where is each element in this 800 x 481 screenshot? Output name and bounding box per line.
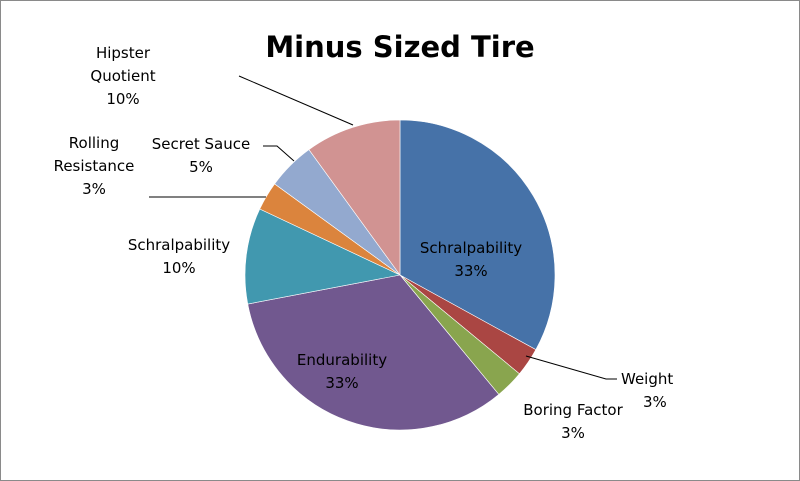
pie-slice [399,119,556,351]
chart-title: Minus Sized Tire [265,30,534,64]
slice-label: Endurability 33% [297,351,387,392]
leader-line [263,145,295,162]
slice-label: Schralpability 33% [420,239,522,280]
slice-label: Weight 3% [621,370,673,411]
pie-slice [244,208,401,305]
slice-label: Secret Sauce 5% [152,135,250,176]
slice-label: Hipster Quotient 10% [90,44,155,108]
pie-slice [308,119,401,276]
leader-line [525,355,617,380]
leader-line [238,75,354,126]
slice-label: Schralpability 10% [128,236,230,277]
slice-label: Boring Factor 3% [523,401,623,442]
slice-label: Rolling Resistance 3% [54,134,135,198]
pie-slice [247,274,500,431]
